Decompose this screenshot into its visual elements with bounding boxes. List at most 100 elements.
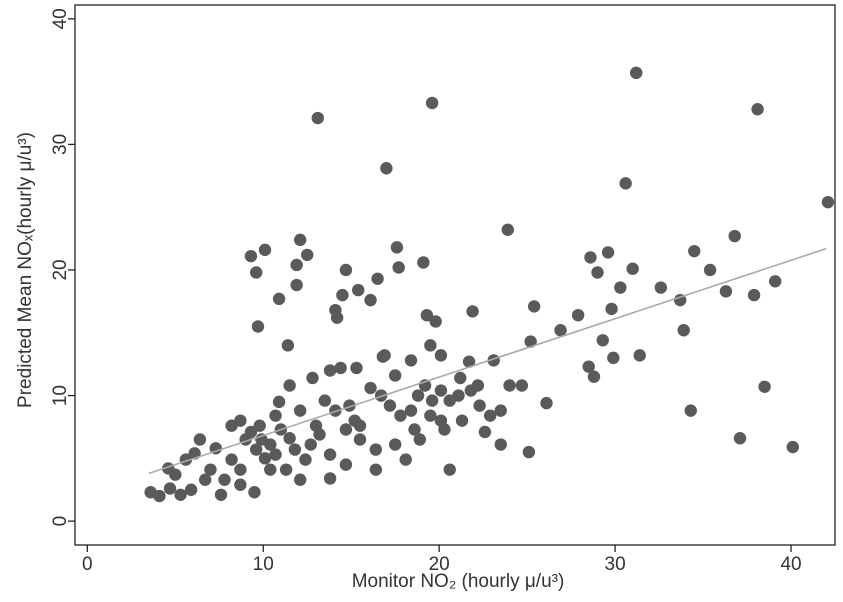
- data-point: [248, 486, 261, 499]
- data-point: [596, 334, 609, 347]
- data-point: [786, 440, 799, 454]
- data-point: [673, 293, 687, 307]
- data-point: [383, 399, 397, 412]
- data-point: [527, 300, 541, 313]
- data-point: [654, 281, 668, 294]
- data-point: [290, 278, 303, 292]
- data-point: [515, 379, 529, 392]
- data-point: [768, 275, 782, 288]
- data-point: [225, 453, 238, 466]
- data-point: [209, 442, 222, 455]
- data-point: [269, 448, 282, 461]
- data-point: [283, 432, 296, 445]
- x-tick-label: 10: [253, 554, 274, 575]
- data-point: [174, 488, 187, 501]
- data-point: [304, 438, 317, 451]
- data-point: [323, 472, 337, 485]
- data-point: [522, 445, 536, 459]
- data-point: [214, 488, 228, 501]
- data-point: [376, 350, 390, 363]
- data-point: [462, 355, 476, 368]
- data-point: [607, 351, 620, 365]
- data-point: [605, 302, 618, 316]
- data-point: [388, 369, 402, 382]
- data-point: [466, 305, 479, 318]
- data-point: [455, 414, 469, 427]
- data-point: [684, 404, 697, 417]
- plot-frame: [74, 4, 836, 546]
- fit-line: [148, 247, 827, 475]
- data-point: [464, 384, 478, 397]
- data-point: [452, 389, 465, 402]
- data-point: [269, 409, 282, 422]
- data-point: [339, 423, 353, 436]
- data-point: [404, 404, 418, 417]
- data-point: [364, 293, 377, 307]
- data-point: [503, 379, 516, 392]
- data-point: [688, 244, 701, 258]
- data-point: [364, 381, 377, 395]
- data-point: [587, 370, 601, 383]
- data-point: [293, 404, 307, 417]
- data-point: [318, 394, 332, 407]
- data-point: [443, 463, 456, 476]
- data-point: [524, 335, 537, 348]
- data-point: [429, 315, 442, 328]
- data-point: [306, 371, 319, 385]
- data-point: [184, 483, 198, 496]
- data-point: [630, 66, 643, 80]
- data-point: [420, 308, 434, 322]
- y-tick-label: 20: [50, 259, 71, 280]
- data-point: [369, 443, 383, 456]
- data-point: [719, 285, 733, 298]
- data-point: [591, 266, 604, 279]
- data-point: [571, 308, 585, 322]
- data-point: [554, 324, 567, 337]
- data-point: [244, 249, 258, 263]
- data-point: [728, 229, 741, 243]
- data-point: [288, 443, 302, 456]
- data-point: [299, 453, 312, 466]
- data-point: [821, 195, 835, 209]
- data-point: [336, 288, 349, 302]
- data-point: [330, 311, 344, 324]
- y-tick-label: 30: [50, 134, 71, 155]
- data-point: [434, 349, 448, 362]
- x-tick-label: 30: [605, 554, 626, 575]
- data-point: [424, 339, 437, 352]
- data-point: [413, 433, 427, 446]
- data-point: [703, 263, 717, 277]
- data-point: [394, 409, 407, 422]
- data-point: [733, 432, 747, 445]
- data-point: [584, 251, 597, 264]
- data-point: [283, 379, 296, 392]
- data-point: [434, 414, 448, 427]
- data-point: [253, 419, 266, 432]
- x-axis-label: Monitor NO₂ (hourly μ/u³): [352, 571, 565, 592]
- data-point: [334, 361, 347, 375]
- data-point: [501, 223, 514, 236]
- data-point: [329, 404, 342, 417]
- data-point: [290, 258, 303, 272]
- y-tick-label: 10: [50, 385, 71, 406]
- data-point: [494, 404, 507, 417]
- data-point: [582, 360, 595, 373]
- data-point: [633, 349, 646, 362]
- x-tick-label: 40: [780, 554, 801, 575]
- data-point: [424, 409, 437, 422]
- data-point: [339, 458, 353, 471]
- x-tick-label: 0: [82, 554, 93, 575]
- data-point: [309, 419, 323, 432]
- data-point: [198, 473, 212, 486]
- data-point: [478, 425, 492, 439]
- data-point: [425, 394, 439, 407]
- data-point: [473, 399, 486, 412]
- data-point: [272, 292, 286, 306]
- data-point: [204, 463, 217, 476]
- data-point: [371, 272, 384, 285]
- data-point: [388, 438, 402, 451]
- y-tick-label: 0: [50, 516, 71, 527]
- data-point: [758, 380, 771, 393]
- data-point: [454, 371, 467, 385]
